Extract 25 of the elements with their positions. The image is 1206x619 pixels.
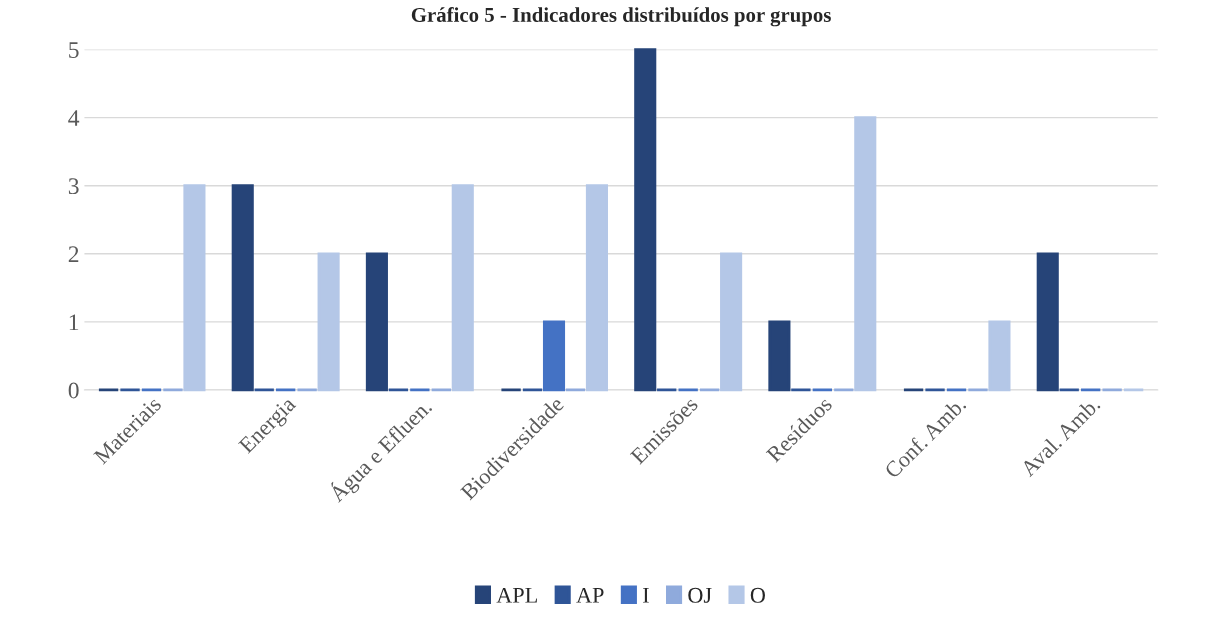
bar — [231, 184, 254, 392]
legend-label: APL — [496, 587, 537, 603]
bar — [542, 320, 566, 392]
y-tick-label: 3 — [68, 178, 79, 195]
y-tick-label: 4 — [68, 110, 80, 126]
y-tick-label: 0 — [68, 382, 79, 399]
bar — [585, 184, 608, 392]
bar — [854, 116, 877, 392]
legend-label: OJ — [688, 587, 712, 603]
legend-label: O — [750, 587, 765, 603]
bar — [183, 184, 206, 392]
y-tick-label: 5 — [69, 42, 79, 58]
bar — [365, 252, 388, 392]
bar — [634, 48, 657, 392]
legend-label: I — [643, 588, 649, 603]
bar — [317, 252, 340, 392]
chart-title: Gráfico 5 - Indicadores distribuídos por grupos — [411, 7, 831, 27]
bar — [768, 320, 791, 392]
legend-label: AP — [576, 587, 604, 603]
bar — [1036, 252, 1059, 392]
y-tick-label: 1 — [69, 314, 79, 331]
bar — [451, 184, 474, 392]
y-tick-label: 2 — [68, 246, 79, 262]
bar — [988, 320, 1011, 392]
bar — [720, 252, 743, 392]
